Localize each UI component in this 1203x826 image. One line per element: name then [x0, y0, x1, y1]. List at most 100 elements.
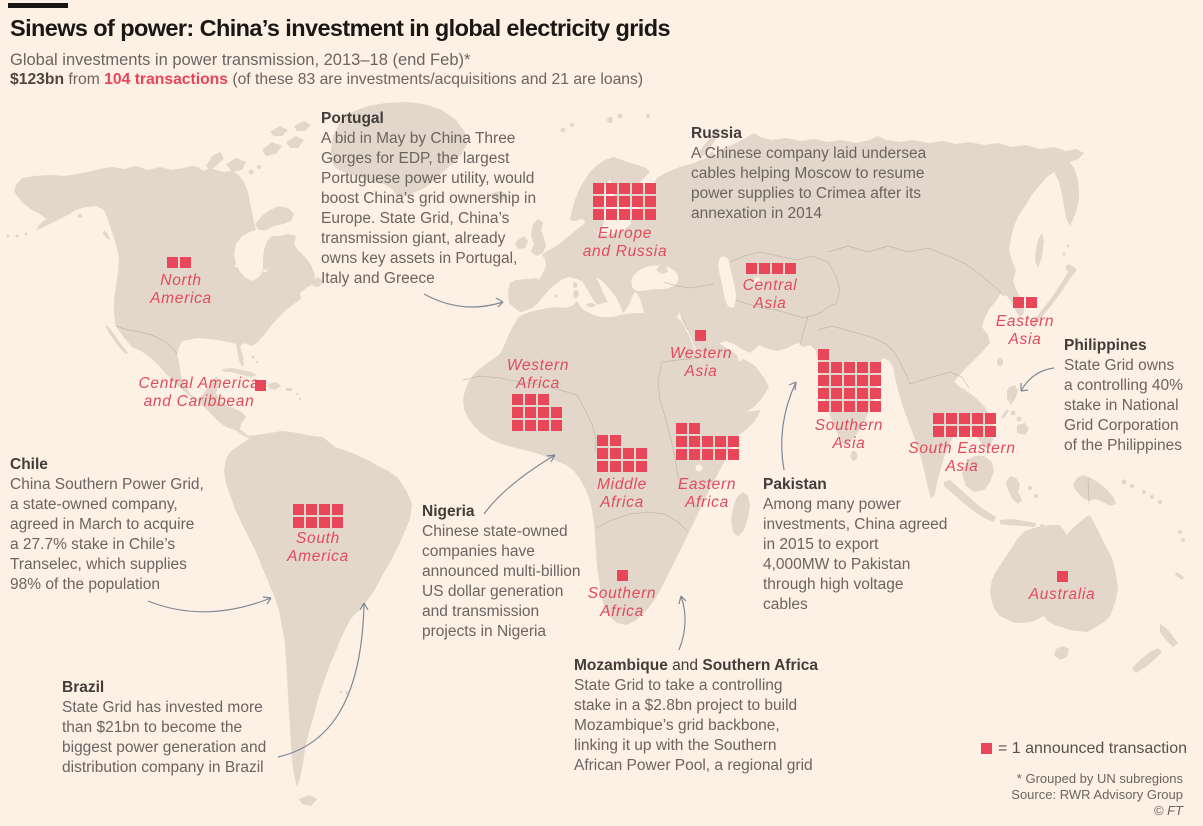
transaction-square: [632, 196, 644, 207]
legend-label: = 1 announced transaction: [998, 740, 1188, 757]
transaction-square: [293, 504, 304, 515]
land-tasmania: [1054, 646, 1069, 660]
transaction-square: [538, 394, 549, 405]
region-label-central-america-caribbean: Central America and Caribbean: [138, 375, 260, 410]
annotation-line: State Grid owns: [1064, 357, 1175, 374]
footnote-ft: © FT: [1153, 803, 1183, 818]
inland-seas: [234, 256, 760, 472]
transaction-square: [1057, 571, 1068, 582]
transaction-square: [332, 504, 344, 515]
transaction-square: [728, 436, 740, 447]
annotation-title-portugal: Portugal: [321, 110, 384, 127]
stats-transactions: 104 transactions: [104, 71, 228, 88]
transaction-square: [844, 375, 855, 386]
land-new-guinea: [1073, 475, 1116, 506]
annotation-title-pakistan: Pakistan: [763, 476, 827, 493]
cluster-north-america: [167, 257, 191, 270]
transaction-square: [167, 257, 178, 268]
annotation-line: A Chinese company laid undersea: [691, 145, 927, 162]
transaction-square: [319, 517, 330, 528]
ft-top-bar: [8, 3, 68, 8]
land-crimea: [656, 265, 668, 274]
region-label-western-asia: Western Asia: [669, 345, 733, 380]
transaction-square: [551, 407, 563, 418]
transaction-square: [525, 394, 536, 405]
region-label-south-eastern-asia: South Eastern Asia: [908, 440, 1016, 475]
transaction-square: [551, 420, 563, 431]
region-label-australia: Australia: [1028, 586, 1096, 603]
transaction-square: [623, 461, 634, 472]
transaction-square: [606, 209, 617, 220]
annotation-line: a 27.7% stake in Chile’s: [10, 536, 176, 553]
transaction-square: [512, 407, 523, 418]
transaction-square: [512, 394, 523, 405]
transaction-square: [844, 388, 855, 400]
annotation-line: stake in a $2.8bn project to build: [574, 697, 798, 714]
arrowhead-pakistan: [788, 381, 797, 391]
annotation-line: cables helping Moscow to resume: [691, 165, 925, 182]
transaction-square: [610, 461, 621, 472]
transaction-square: [933, 413, 944, 424]
arrowhead-chile: [262, 596, 272, 605]
arrowhead-brazil: [359, 602, 369, 611]
cluster-southern-africa: [617, 570, 628, 583]
annotation-line: State Grid to take a controlling: [574, 677, 783, 694]
transaction-square: [728, 449, 740, 460]
transaction-square: [689, 423, 700, 434]
annotation-line: in 2015 to export: [763, 536, 879, 553]
arrow-portugal: [423, 293, 504, 308]
annotation-line: annexation in 2014: [691, 205, 823, 222]
legend: = 1 announced transaction: [981, 740, 1187, 758]
land-greenland: [331, 102, 467, 197]
transaction-square: [857, 375, 869, 386]
arrow-mozambique: [678, 595, 686, 651]
transaction-square: [632, 183, 644, 194]
annotation-mozambique: Mozambique and Southern Africa State Grid…: [574, 656, 818, 776]
transaction-square: [676, 436, 687, 447]
land-philippines: [1007, 385, 1018, 405]
transaction-square: [525, 420, 536, 431]
land-japan: [1031, 266, 1077, 328]
cluster-middle-africa: [597, 435, 648, 474]
arrow-philippines: [1020, 367, 1055, 392]
transaction-square: [610, 435, 621, 446]
transaction-square: [785, 263, 797, 274]
land-north-america: [14, 166, 315, 445]
transaction-square: [597, 448, 608, 459]
annotation-pakistan: Pakistan Among many power investments, Chi…: [763, 475, 947, 615]
land-sri-lanka: [850, 451, 858, 461]
annotation-line: linking it up with the Southern: [574, 737, 777, 754]
annotation-line: of the Philippines: [1064, 437, 1183, 454]
annotation-line: Transelec, which supplies: [10, 556, 187, 573]
transaction-square: [617, 570, 628, 581]
transaction-square: [293, 517, 304, 528]
annotation-title-chile: Chile: [10, 456, 48, 473]
annotation-line: power supplies to Crimea after its: [691, 185, 922, 202]
region-label-eastern-asia: Eastern Asia: [995, 313, 1055, 348]
transaction-square: [946, 413, 957, 424]
transaction-square: [593, 196, 604, 207]
annotation-line: Europe. State Grid, China’s: [321, 210, 510, 227]
annotation-portugal: Portugal A bid in May by China Three Gorge…: [321, 109, 536, 289]
legend-square-icon: [981, 743, 992, 754]
annotation-title-philippines: Philippines: [1064, 337, 1147, 354]
land-sulawesi: [1006, 476, 1022, 504]
annotation-line: transmission giant, already: [321, 230, 506, 247]
annotation-brazil: Brazil State Grid has invested more than $…: [62, 678, 266, 778]
arrowhead-portugal: [495, 297, 504, 308]
footnote-grouped: * Grouped by UN subregions: [1016, 771, 1183, 786]
transaction-square: [525, 407, 536, 418]
arrowhead-mozambique: [678, 595, 687, 605]
cluster-south-eastern-asia: [933, 413, 997, 439]
transaction-square: [844, 401, 855, 413]
transaction-square: [593, 209, 604, 220]
transaction-square: [255, 380, 266, 391]
transaction-square: [972, 426, 984, 437]
annotation-line: cables: [763, 596, 808, 613]
transaction-square: [619, 209, 630, 220]
transaction-square: [538, 407, 549, 418]
land-baja: [106, 325, 128, 354]
arrowhead-philippines: [1020, 383, 1029, 392]
transaction-square: [933, 426, 944, 437]
transaction-square: [702, 449, 713, 460]
